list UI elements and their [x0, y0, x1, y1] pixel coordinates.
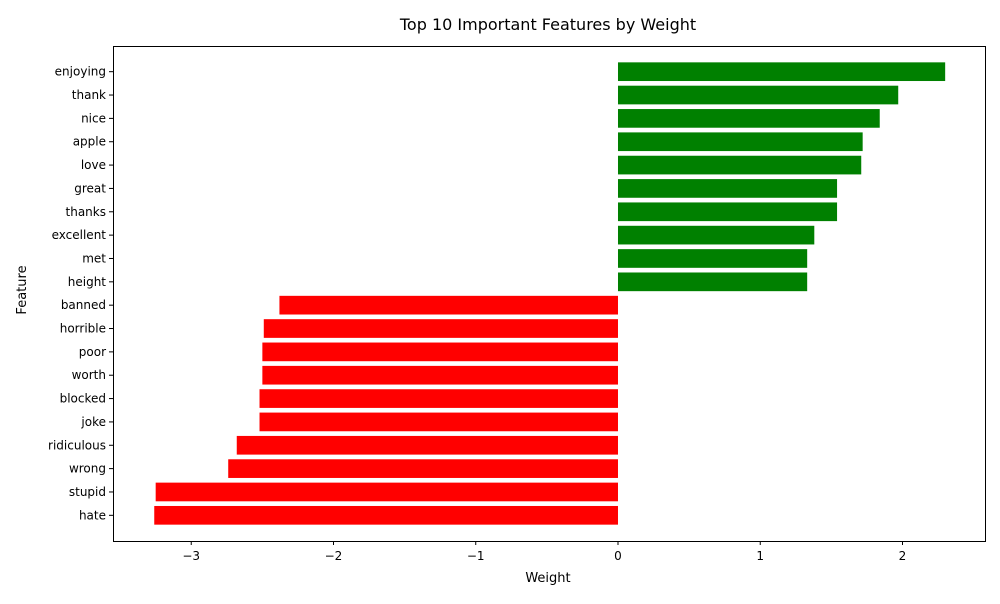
bar-love [617, 155, 862, 175]
bar-apple [617, 132, 863, 152]
bar-hate [154, 505, 618, 525]
y-tick-label: worth [72, 368, 106, 382]
y-tick-label: hate [79, 508, 106, 522]
bar-met [617, 249, 808, 268]
y-tick-label: blocked [60, 392, 106, 406]
bar-stupid [155, 482, 618, 502]
y-ticks-group: enjoying thank nice apple love great thanks exc… [48, 65, 113, 522]
y-tick-label: height [68, 275, 107, 289]
bar-nice [617, 109, 880, 128]
x-ticks-group: −3 −2 −1 0 1 2 [182, 541, 906, 563]
plot-frame [113, 46, 986, 542]
y-tick-label: wrong [69, 462, 106, 476]
bar-banned [279, 295, 618, 315]
bar-blocked [259, 389, 618, 408]
y-tick-label: joke [80, 415, 106, 429]
bar-excellent [617, 225, 815, 245]
y-tick-label: enjoying [55, 65, 106, 79]
y-tick-label: great [74, 181, 106, 195]
x-tick-label: 2 [899, 549, 907, 563]
y-tick-label: nice [81, 111, 106, 125]
bar-height [617, 272, 808, 292]
x-tick-label: 0 [614, 549, 622, 563]
bar-great [617, 179, 838, 198]
bar-worth [262, 365, 618, 385]
y-tick-label: stupid [69, 485, 106, 499]
y-tick-label: ridiculous [48, 438, 106, 452]
bar-wrong [228, 459, 618, 478]
y-axis-label: Feature [15, 265, 30, 314]
y-tick-label: excellent [52, 228, 107, 242]
bar-thank [617, 85, 899, 105]
x-tick-label: −1 [467, 549, 485, 563]
bar-enjoying [617, 62, 946, 82]
bar-thanks [617, 202, 838, 222]
y-tick-label: poor [79, 345, 106, 359]
y-tick-label: love [81, 158, 106, 172]
y-tick-label: thanks [66, 205, 106, 219]
bars-group [154, 62, 946, 525]
y-tick-label: banned [61, 298, 106, 312]
x-tick-label: −2 [325, 549, 343, 563]
x-tick-label: 1 [756, 549, 764, 563]
y-tick-label: apple [73, 135, 106, 149]
bar-horrible [263, 319, 618, 338]
bar-ridiculous [236, 435, 618, 455]
x-tick-label: −3 [182, 549, 200, 563]
x-axis-label: Weight [525, 571, 570, 586]
bar-joke [259, 412, 618, 432]
y-tick-label: thank [72, 88, 106, 102]
y-tick-label: met [82, 251, 106, 265]
bar-poor [262, 342, 618, 362]
chart-title: Top 10 Important Features by Weight [399, 15, 696, 34]
y-tick-label: horrible [60, 322, 106, 336]
